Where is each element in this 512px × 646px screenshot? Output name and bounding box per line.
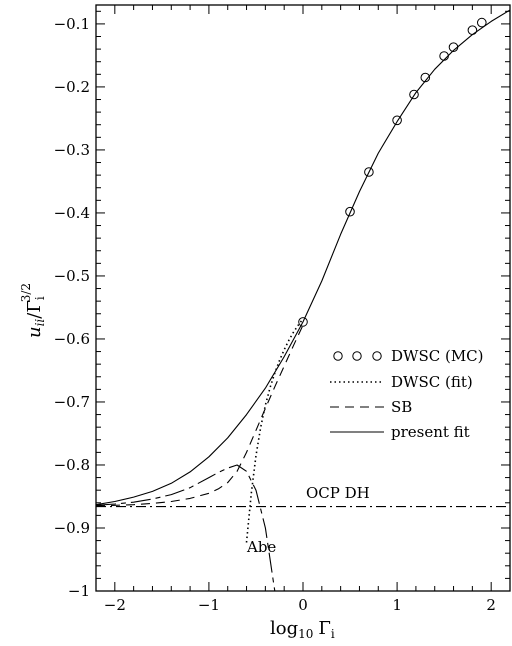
annotation-ocp-dh: OCP DH — [306, 484, 370, 502]
x-axis-title: log10 Γi — [270, 618, 335, 641]
legend-marker — [333, 351, 343, 361]
legend-item-present-fit: present fit — [330, 423, 470, 441]
x-axis-title-var: Γ — [318, 618, 331, 639]
legend-marker — [352, 351, 362, 361]
series-line-sb — [96, 324, 304, 507]
data-point — [392, 115, 402, 126]
y-axis-title-var-sup: 3/2 — [19, 283, 33, 302]
plot-frame — [95, 4, 511, 592]
series-line-dwsc-fit — [245, 318, 304, 543]
y-tick-label: −0.4 — [54, 204, 90, 222]
x-tick-label: 0 — [298, 596, 308, 614]
legend: DWSC (MC) DWSC (fit) SB present fit — [330, 347, 484, 441]
y-tick-label: −1 — [68, 582, 90, 600]
plot-area — [96, 9, 510, 591]
legend-label: DWSC (fit) — [391, 373, 473, 391]
data-point — [364, 167, 374, 177]
x-tick-label: 1 — [392, 596, 402, 614]
y-axis-title-slash: / — [24, 312, 45, 319]
y-tick-label: −0.7 — [54, 393, 90, 411]
y-axis-title-main-sub: ii — [33, 319, 47, 327]
y-tick-label: −0.6 — [54, 330, 90, 348]
x-tick-label: −2 — [104, 596, 126, 614]
x-tick-label: −1 — [198, 596, 220, 614]
legend-item-dwsc-mc: DWSC (MC) — [333, 347, 484, 365]
data-point — [345, 206, 355, 217]
y-axis-title: uii/Γi3/2 — [19, 283, 47, 338]
legend-label: present fit — [391, 423, 470, 441]
y-tick-label: −0.3 — [54, 141, 90, 159]
annotation-abe: Abe — [246, 538, 276, 556]
x-tick-label: 2 — [486, 596, 496, 614]
legend-item-dwsc-fit: DWSC (fit) — [330, 373, 473, 391]
legend-label: SB — [391, 398, 412, 416]
x-axis-title-main: log — [270, 618, 298, 639]
legend-item-sb: SB — [330, 398, 412, 416]
y-tick-label: −0.2 — [54, 78, 90, 96]
data-point — [477, 17, 487, 28]
x-axis-title-var-sub: i — [331, 627, 335, 641]
x-axis-title-sub: 10 — [298, 627, 313, 641]
series-line-abe — [96, 464, 276, 591]
series-line-present-fit — [96, 9, 510, 506]
y-axis-title-main: u — [24, 326, 45, 338]
y-tick-label: −0.8 — [54, 456, 90, 474]
y-tick-label: −0.1 — [54, 15, 90, 33]
data-point — [409, 89, 419, 100]
y-axis-title-var: Γ — [24, 300, 45, 313]
data-point — [298, 317, 308, 327]
series-dwsc-mc — [298, 17, 487, 327]
y-tick-label: −0.9 — [54, 519, 90, 537]
legend-label: DWSC (MC) — [391, 347, 484, 365]
data-point — [467, 25, 478, 36]
data-point — [439, 51, 449, 61]
axes: −2 −1 0 1 2 −0.1 −0.2 −0.3 −0.4 −0.5 −0.6 −0.7 −0.8 −… — [54, 5, 511, 614]
series-layer — [96, 9, 510, 591]
legend-marker — [372, 351, 382, 361]
y-axis-title-var-sub: i — [33, 296, 47, 300]
y-tick-label: −0.5 — [54, 267, 90, 285]
